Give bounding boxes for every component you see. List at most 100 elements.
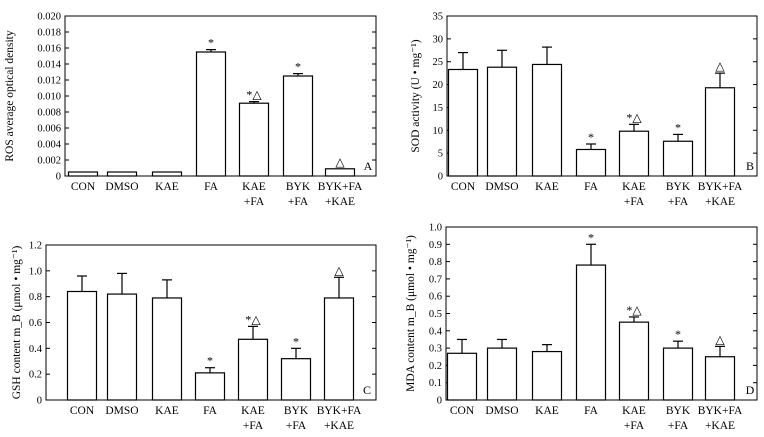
significance-mark: *△ [626,110,642,124]
category-label: CON [70,405,95,417]
y-tick-label: 0.9 [429,240,442,251]
y-tick-label: 1.0 [29,266,42,277]
category-label: BYK [666,181,691,193]
category-label: FA [204,181,219,193]
bar [486,66,518,177]
bar [323,297,355,401]
y-tick-label: 30 [433,34,444,45]
category-label: KAE [622,181,646,193]
significance-mark: * [675,327,681,341]
category-label: +FA [668,420,689,432]
y-tick-label: 0.006 [37,124,61,135]
significance-mark: * [588,230,594,244]
bar [704,356,736,401]
y-tick-label: 0.008 [37,108,61,119]
y-tick-label: 0 [438,172,443,183]
bar [282,75,314,177]
category-label: +FA [668,196,689,208]
category-label: BYK+FA [317,405,362,417]
significance-mark: * [207,354,213,368]
bar [151,171,183,177]
y-tick-label: 0.5 [429,309,442,320]
category-label: FA [584,405,599,417]
bar [447,68,479,177]
significance-mark: △ [715,332,725,346]
y-tick-label: 25 [433,57,444,68]
y-tick-label: 0.018 [37,28,61,39]
y-tick-label: 0.020 [37,12,61,23]
y-tick-label: 5 [438,149,443,160]
bar [662,347,694,401]
panel-c: 0 0.2 0.4 0.6 0.8 1.0 1.2 GSH content m_B (μmol… [11,241,377,432]
category-label: BYK+FA [698,181,743,193]
y-tick-label: 0.002 [37,156,61,167]
y-tick-label: 10 [433,126,444,137]
category-label: BYK+FA [698,405,743,417]
y-tick-label: 1.2 [29,241,42,252]
significance-mark: * [588,130,594,144]
bar [531,350,563,401]
category-label: BYK+FA [318,181,363,193]
y-tick-label: 0 [37,396,42,407]
y-tick-label: 15 [433,103,444,114]
y-axis-label: GSH content m_B (μmol • mg⁻¹) [11,246,23,400]
panel-d: 0 0.1 0.2 0.3 0.4 0.5 0.6 0.7 0.8 0.9 1.0 MDA conte… [405,223,758,432]
significance-mark: △ [715,59,725,73]
category-label: BYK [286,181,311,193]
panel-letter: D [746,383,755,397]
category-label: +FA [288,196,309,208]
y-tick-label: 0.012 [37,76,61,87]
panel-b: 0 5 10 15 20 25 30 35 SOD activity (U • mg⁻¹) CON… [410,12,758,208]
category-label: FA [203,405,218,417]
significance-mark: * [675,120,681,134]
y-tick-label: 20 [433,80,444,91]
y-tick-label: 0.014 [37,60,61,71]
panel-letter: A [364,159,373,173]
category-label: +KAE [705,420,735,432]
y-tick-label: 0 [437,396,442,407]
category-label: CON [71,181,96,193]
y-tick-label: 0.3 [429,344,442,355]
bar [151,297,183,401]
bar [618,130,650,177]
y-tick-label: 0.1 [429,378,442,389]
significance-mark: △ [335,155,345,169]
y-axis-label: MDA content m_B (μmol • mg⁻¹) [405,235,417,392]
category-label: DMSO [485,181,518,193]
panel-letter: B [746,159,754,173]
category-label: +KAE [325,196,355,208]
category-label: +FA [244,196,265,208]
category-label: DMSO [105,405,138,417]
category-label: +FA [624,196,645,208]
y-tick-label: 0.4 [429,326,443,337]
bar [575,148,607,177]
bar [194,372,226,401]
panel-a: 0 0.002 0.004 0.006 0.008 0.010 0.012 0.014 0.01… [4,12,377,208]
bar [237,338,269,401]
category-label: CON [450,405,475,417]
y-tick-label: 0.7 [429,274,442,285]
bar [575,264,607,401]
y-tick-label: 0.8 [29,292,42,303]
bar [704,87,736,177]
category-label: BYK [666,405,691,417]
y-axis-label: ROS average optical density [4,30,16,162]
y-tick-label: 0.8 [429,257,442,268]
y-tick-label: 0.010 [37,92,61,103]
y-tick-label: 0.6 [429,292,442,303]
bar [324,168,356,177]
category-label: KAE [535,181,559,193]
bar [486,347,518,401]
significance-mark: * [295,60,301,74]
y-tick-label: 0.4 [29,344,43,355]
y-tick-label: 0.004 [37,140,61,151]
category-label: BYK [284,405,309,417]
bar [67,171,99,177]
category-label: DMSO [105,181,138,193]
category-label: CON [451,181,476,193]
category-label: +KAE [705,196,735,208]
significance-mark: △ [334,263,344,277]
significance-mark: * [293,334,299,348]
category-label: DMSO [485,405,518,417]
bar [280,358,312,401]
